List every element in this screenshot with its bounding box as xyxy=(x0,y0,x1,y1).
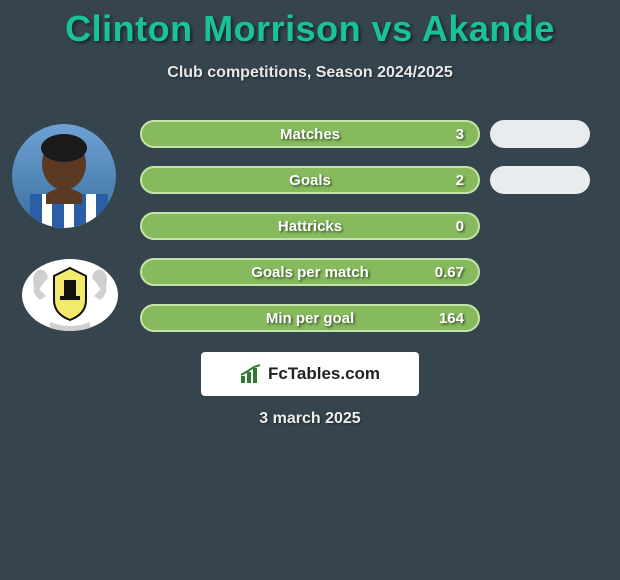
stat-left-value: 164 xyxy=(439,310,464,327)
branding-text: FcTables.com xyxy=(268,364,380,384)
stat-row-matches: Matches 3 xyxy=(0,120,620,148)
stat-left-pill: Matches 3 xyxy=(140,120,480,148)
stat-left-pill: Hattricks 0 xyxy=(140,212,480,240)
stat-label: Goals xyxy=(289,172,331,189)
date-text: 3 march 2025 xyxy=(0,410,620,428)
stat-left-pill: Goals per match 0.67 xyxy=(140,258,480,286)
stat-row-hattricks: Hattricks 0 xyxy=(0,212,620,240)
stat-row-minpergoal: Min per goal 164 xyxy=(0,304,620,332)
subtitle: Club competitions, Season 2024/2025 xyxy=(0,64,620,82)
bars-icon xyxy=(240,364,262,384)
stat-label: Hattricks xyxy=(278,218,342,235)
page-title: Clinton Morrison vs Akande xyxy=(0,0,620,50)
stat-left-value: 0 xyxy=(456,218,464,235)
stat-row-goals: Goals 2 xyxy=(0,166,620,194)
stat-right-pill xyxy=(490,166,590,194)
stat-left-value: 3 xyxy=(456,126,464,143)
branding-badge: FcTables.com xyxy=(201,352,419,396)
stat-left-pill: Min per goal 164 xyxy=(140,304,480,332)
stat-left-value: 0.67 xyxy=(435,264,464,281)
stat-label: Matches xyxy=(280,126,340,143)
stat-row-gpm: Goals per match 0.67 xyxy=(0,258,620,286)
stat-label: Goals per match xyxy=(251,264,369,281)
stat-right-pill xyxy=(490,120,590,148)
stat-label: Min per goal xyxy=(266,310,354,327)
stat-left-pill: Goals 2 xyxy=(140,166,480,194)
stats-area: Matches 3 Goals 2 Hattricks 0 Goals per … xyxy=(0,120,620,350)
stat-left-value: 2 xyxy=(456,172,464,189)
